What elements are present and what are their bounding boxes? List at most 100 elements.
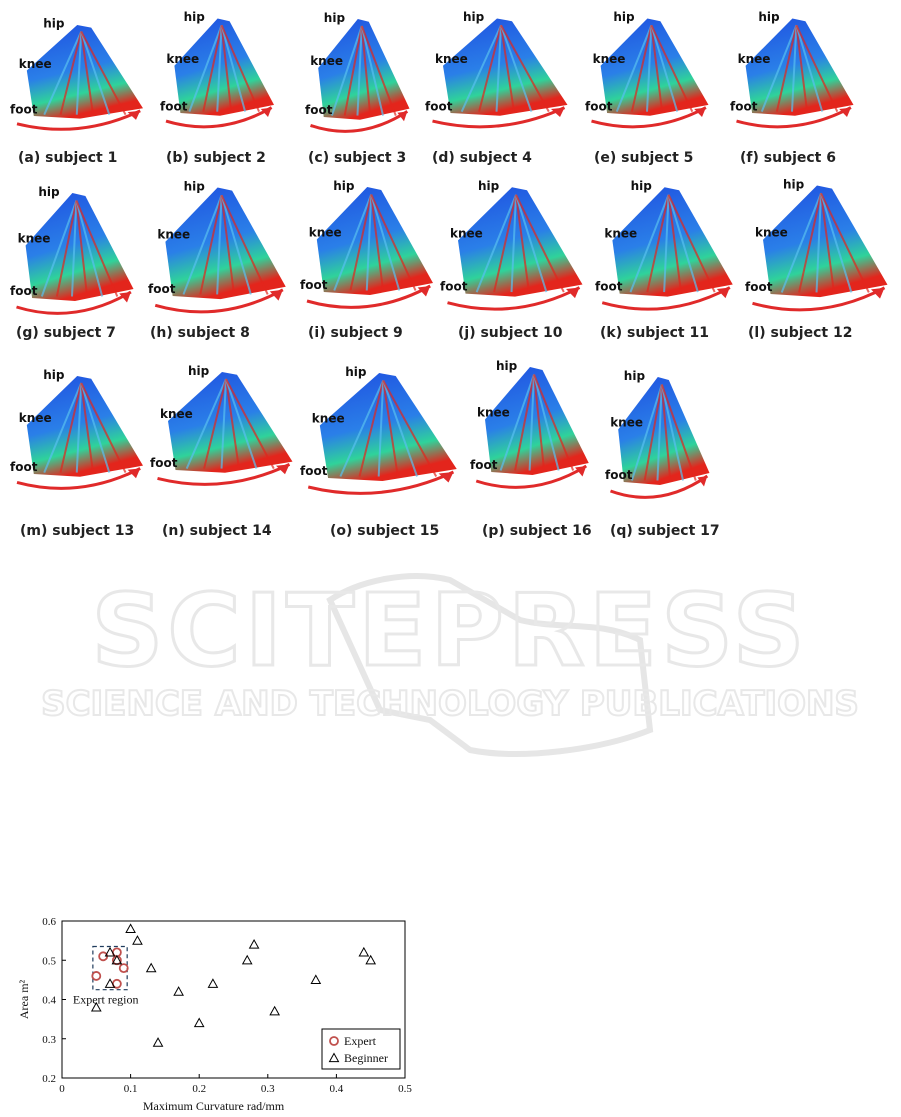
surface-streak [377,380,385,477]
surface-panel-subject-3: hip knee foot [305,5,415,145]
legend-box [321,1028,401,1070]
surface-streak [515,194,548,293]
gait-direction-arrow [165,106,273,129]
gait-surface [316,187,433,295]
arrow-head-icon [417,286,431,297]
joint-label-knee: knee [738,52,771,66]
expert-region-annotation: Expert region [73,993,139,1007]
joint-label-hip: hip [758,10,780,24]
joint-label-foot: foot [148,282,176,296]
beginner-point [125,923,136,933]
x-tick-label: 0.4 [330,1083,344,1095]
y-tick-label: 0.5 [42,955,56,967]
legend-beginner-label: Beginner [344,1051,388,1065]
gait-direction-arrow [591,106,707,129]
surface-streak [660,384,697,481]
surface-streak [80,31,95,115]
gait-surface [319,373,457,481]
surface-streak [225,378,240,469]
arrow-head-icon [551,107,565,118]
surface-streak [510,194,517,293]
arrow-head-icon [276,464,290,475]
joint-label-foot: foot [470,458,498,472]
surface-streak [182,194,223,295]
joint-label-knee: knee [593,52,626,66]
gait-direction-arrow [16,467,141,490]
joint-label-knee: knee [450,226,483,240]
surface-streak [75,200,89,297]
surface-panel-subject-12: hip knee foot [745,170,895,325]
surface-streak [80,382,111,473]
joint-label-hip: hip [613,10,635,24]
gait-surface [168,372,293,473]
surface-streak [495,25,502,112]
panel-caption-n: (n) subject 14 [162,523,272,539]
joint-label-knee: knee [157,228,190,242]
surface-streak [75,382,83,473]
joint-label-knee: knee [18,232,51,246]
beginner-point [269,1005,281,1016]
gait-direction-arrow [310,110,409,133]
joint-label-knee: knee [610,416,643,430]
surface-streak [55,200,78,297]
surface-panel-subject-15: hip knee foot [300,358,465,508]
surface-streak [370,194,401,291]
surface-streak [795,24,824,112]
surface-streak [75,200,104,297]
surface-streak [202,25,223,112]
surface-streak [667,194,682,293]
surface-streak [59,382,83,473]
surface-streak [220,195,235,295]
surface-streak [515,194,530,293]
surface-streak [360,25,384,116]
x-tick-label: 0.2 [192,1083,206,1095]
arrow-head-icon [260,107,272,118]
surface-panel-subject-6: hip knee foot [730,5,860,140]
beginner-point [132,935,143,945]
joint-label-foot: foot [150,456,178,470]
y-tick-label: 0.4 [42,995,56,1007]
joint-label-foot: foot [10,102,38,116]
surface-streak [500,25,515,112]
surface-panel-subject-5: hip knee foot [585,5,715,140]
joint-label-knee: knee [310,54,343,68]
joint-label-hip: hip [624,369,646,383]
surface-panel-subject-13: hip knee foot [10,362,150,502]
joint-label-foot: foot [10,284,38,298]
beginner-point [104,946,116,957]
surface-streak [382,380,438,477]
gait-surface [25,193,134,301]
surface-streak [339,380,385,477]
surface-streak [780,192,822,293]
surface-streak [220,24,260,113]
panel-caption-l: (l) subject 12 [748,325,853,341]
beginner-point [358,946,370,957]
joint-label-hip: hip [43,17,65,31]
joint-label-foot: foot [730,99,758,113]
arrow-head-icon [694,107,706,118]
beginner-point [152,1037,164,1047]
gait-direction-arrow [307,470,455,495]
panel-caption-p: (p) subject 16 [482,523,592,539]
surface-streak [220,194,269,295]
gait-surface [318,19,410,120]
surface-panel-subject-14: hip knee foot [150,358,300,498]
gait-direction-arrow [432,106,566,129]
surface-streak [460,24,502,113]
panel-caption-i: (i) subject 9 [308,325,403,341]
beginner-point [104,978,116,988]
surface-streak [533,374,575,471]
surface-streak [203,378,227,469]
joint-label-knee: knee [19,411,52,425]
joint-label-hip: hip [38,185,60,199]
arrow-head-icon [119,292,131,303]
arrow-head-icon [575,466,587,477]
gait-surface [26,376,143,477]
surface-streak [760,24,798,113]
joint-label-foot: foot [440,280,468,294]
gait-surface [612,187,733,297]
surface-streak [645,25,653,112]
panel-caption-d: (d) subject 4 [432,150,532,166]
panel-caption-j: (j) subject 10 [458,325,563,341]
scitepress-watermark: SCITEPRESS SCIENCE AND TECHNOLOGY PUBLIC… [40,571,860,757]
